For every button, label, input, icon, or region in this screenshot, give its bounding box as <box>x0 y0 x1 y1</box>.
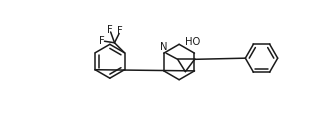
Text: F: F <box>107 25 113 35</box>
Text: N: N <box>160 42 168 52</box>
Text: F: F <box>99 36 105 46</box>
Text: HO: HO <box>185 37 201 47</box>
Text: F: F <box>117 26 123 36</box>
